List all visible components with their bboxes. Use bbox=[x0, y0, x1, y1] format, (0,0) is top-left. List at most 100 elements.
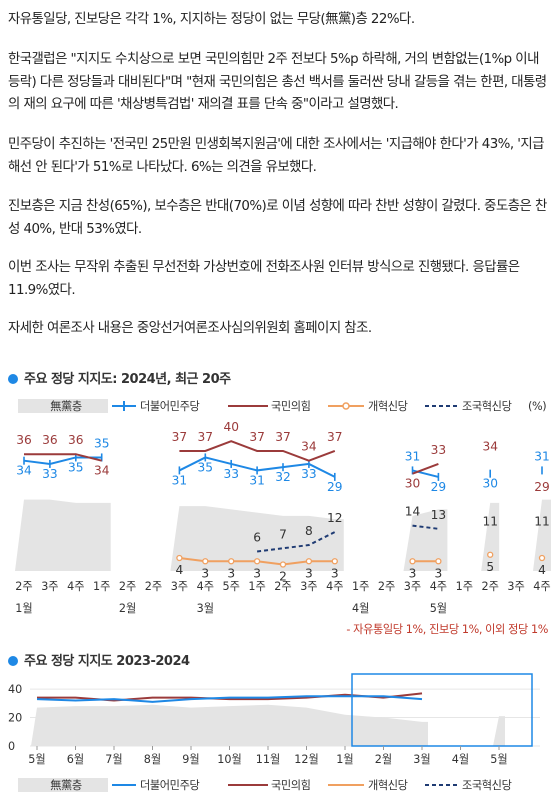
chart1-week-tick: 2주 bbox=[119, 580, 136, 593]
chart2-month-tick: 11월 bbox=[256, 753, 281, 766]
chart1-ppp-label: 29 bbox=[534, 480, 550, 494]
chart1-reform-point bbox=[487, 551, 494, 558]
chart2-none-area-0 bbox=[31, 704, 428, 746]
chart1-none-area-4 bbox=[533, 499, 551, 571]
chart1-week-tick: 1주 bbox=[352, 580, 369, 593]
chart1-ppp-label: 33 bbox=[431, 443, 447, 457]
chart2-month-tick: 5월 bbox=[490, 753, 507, 766]
chart1-reform-label: 4 bbox=[176, 563, 184, 577]
chart1-ppp-label: 37 bbox=[198, 430, 214, 444]
legend2-none-swatch bbox=[18, 778, 108, 792]
chart1-week-tick: 4주 bbox=[326, 580, 343, 593]
chart1-footnote: - 자유통일당 1%, 진보당 1%, 이외 정당 1% bbox=[346, 622, 548, 636]
chart1-month-tick: 3월 bbox=[197, 602, 214, 615]
article-paragraph-2: 한국갤럽은 "지지도 수치상으로 보면 국민의힘만 2주 전보다 5%p 하락해… bbox=[8, 52, 547, 113]
chart2-month-tick: 5월 bbox=[28, 753, 45, 766]
chart1-dem-label: 33 bbox=[42, 467, 58, 481]
chart1-week-tick: 2주 bbox=[481, 580, 498, 593]
chart1-reform-label: 3 bbox=[253, 566, 261, 580]
bullet-dot-icon bbox=[8, 656, 18, 666]
chart1-dem-label: 33 bbox=[301, 467, 317, 481]
legend-reform-label: 개혁신당 bbox=[368, 400, 408, 413]
chart1-none-area-0 bbox=[15, 499, 111, 571]
chart1-reform-point bbox=[538, 554, 546, 562]
chart1-dem-label: 29 bbox=[327, 480, 343, 494]
chart1-reform-point bbox=[331, 558, 338, 565]
legend-rebuild-label: 조국혁신당 bbox=[462, 400, 512, 413]
chart2-title: 주요 정당 지지도 2023-2024 bbox=[8, 650, 190, 669]
legend-none-swatch bbox=[18, 399, 108, 413]
chart1-rebuild-line-0 bbox=[256, 531, 336, 553]
chart1-dem-label: 31 bbox=[405, 449, 421, 463]
chart1-reform-label: 2 bbox=[279, 570, 287, 584]
chart1-reform-label: 4 bbox=[538, 563, 546, 577]
chart2-month-tick: 6월 bbox=[67, 753, 84, 766]
chart1-ppp-label: 30 bbox=[405, 477, 421, 491]
chart1-title: 주요 정당 지지도: 2024년, 최근 20주 bbox=[8, 368, 231, 387]
chart1-rebuild-label: 11 bbox=[482, 514, 498, 528]
chart1-ppp-label: 37 bbox=[249, 430, 265, 444]
chart1-ppp-label: 40 bbox=[223, 420, 239, 434]
chart1-rebuild-label: 8 bbox=[305, 524, 313, 538]
legend-unit-label: (%) bbox=[528, 400, 546, 413]
chart2-month-tick: 10월 bbox=[217, 753, 242, 766]
chart2-month-tick: 2월 bbox=[375, 753, 392, 766]
chart1-dem-label: 31 bbox=[249, 473, 265, 487]
chart1-reform-point bbox=[435, 558, 442, 565]
chart1-ppp-label: 34 bbox=[482, 440, 498, 454]
chart2-y-tick: 0 bbox=[8, 740, 15, 753]
chart1-ppp-label: 37 bbox=[275, 430, 291, 444]
chart1-rebuild-label: 6 bbox=[253, 531, 261, 545]
legend2-rebuild-label: 조국혁신당 bbox=[462, 779, 512, 792]
chart1-rebuild-label: 11 bbox=[534, 514, 550, 528]
legend2-ppp-label: 국민의힘 bbox=[271, 779, 311, 792]
article-paragraph-3: 민주당이 추진하는 '전국민 25만원 민생회복지원금'에 대한 조사에서는 '… bbox=[8, 137, 545, 175]
article-paragraph-6: 자세한 여론조사 내용은 중앙선거여론조사심의위원회 홈페이지 참조. bbox=[8, 321, 372, 336]
chart1-dem-label: 31 bbox=[534, 449, 550, 463]
chart1-dem-label: 34 bbox=[16, 464, 32, 478]
chart1-reform-label: 3 bbox=[409, 566, 417, 580]
chart1-week-tick: 3주 bbox=[41, 580, 58, 593]
chart1-ppp-label: 37 bbox=[327, 430, 343, 444]
chart2-month-tick: 7월 bbox=[105, 753, 122, 766]
legend-reform-marker bbox=[342, 402, 350, 410]
chart1-none-area-1 bbox=[170, 506, 344, 571]
article-paragraph-5: 이번 조사는 무작위 추출된 무선전화 가상번호에 전화조사원 인터뷰 방식으로… bbox=[8, 260, 520, 298]
chart1-reform-point bbox=[279, 561, 287, 568]
chart1-week-tick: 2주 bbox=[15, 580, 32, 593]
chart1-dem-label: 35 bbox=[198, 460, 214, 474]
article-paragraph-1: 자유통일당, 진보당은 각각 1%, 지지하는 정당이 없는 무당(無黨)층 2… bbox=[8, 12, 415, 27]
chart1-rebuild-label: 14 bbox=[405, 505, 421, 519]
chart2-2023-2024: 40 20 0 5월 6월 7월 8월 9월 10월 11월 12월 1월 2월 3월 4월 5월 無黨층 … bbox=[8, 673, 540, 792]
chart1-legend: 無黨층 더불어민주당 국민의힘 개혁신당 조국혁신당 (%) bbox=[18, 399, 547, 413]
chart1-week-tick: 2주 bbox=[145, 580, 162, 593]
chart1-reform-point bbox=[228, 558, 235, 565]
chart1-ppp-label: 36 bbox=[16, 433, 32, 447]
chart1-none-area-2 bbox=[403, 509, 448, 571]
chart1-rebuild-label: 7 bbox=[279, 527, 287, 541]
chart1-week-tick: 2주 bbox=[378, 580, 395, 593]
chart2-month-tick: 1월 bbox=[336, 753, 353, 766]
chart2-month-tick: 4월 bbox=[452, 753, 469, 766]
chart1-ppp-label: 36 bbox=[42, 433, 58, 447]
chart1-week-tick: 1주 bbox=[248, 580, 265, 593]
legend2-dem-label: 더불어민주당 bbox=[140, 779, 199, 792]
chart1-week-tick: 4주 bbox=[197, 580, 214, 593]
chart1-reform-point bbox=[253, 558, 261, 565]
chart1-week-tick: 4주 bbox=[533, 580, 550, 593]
chart1-month-tick: 5월 bbox=[430, 602, 447, 615]
chart1-dem-label: 31 bbox=[172, 473, 188, 487]
chart1-reform-point bbox=[176, 554, 183, 562]
chart1-week-tick: 2주 bbox=[274, 580, 291, 593]
chart2-month-tick: 9월 bbox=[182, 753, 199, 766]
chart1-ppp-label: 37 bbox=[172, 430, 188, 444]
chart1-dem-label: 33 bbox=[223, 467, 239, 481]
chart1-week-tick: 3주 bbox=[507, 580, 524, 593]
article-paragraph-4: 진보층은 지금 찬성(65%), 보수층은 반대(70%)로 이념 성향에 따라… bbox=[8, 199, 547, 237]
chart1-week-tick: 5주 bbox=[222, 580, 239, 593]
chart1-rebuild-line-1 bbox=[412, 524, 439, 530]
chart1-ppp-label: 36 bbox=[68, 433, 84, 447]
chart1-ppp-line-2 bbox=[412, 462, 439, 475]
legend2-none-label: 無黨층 bbox=[50, 778, 82, 792]
legend-none-label: 無黨층 bbox=[50, 399, 82, 413]
